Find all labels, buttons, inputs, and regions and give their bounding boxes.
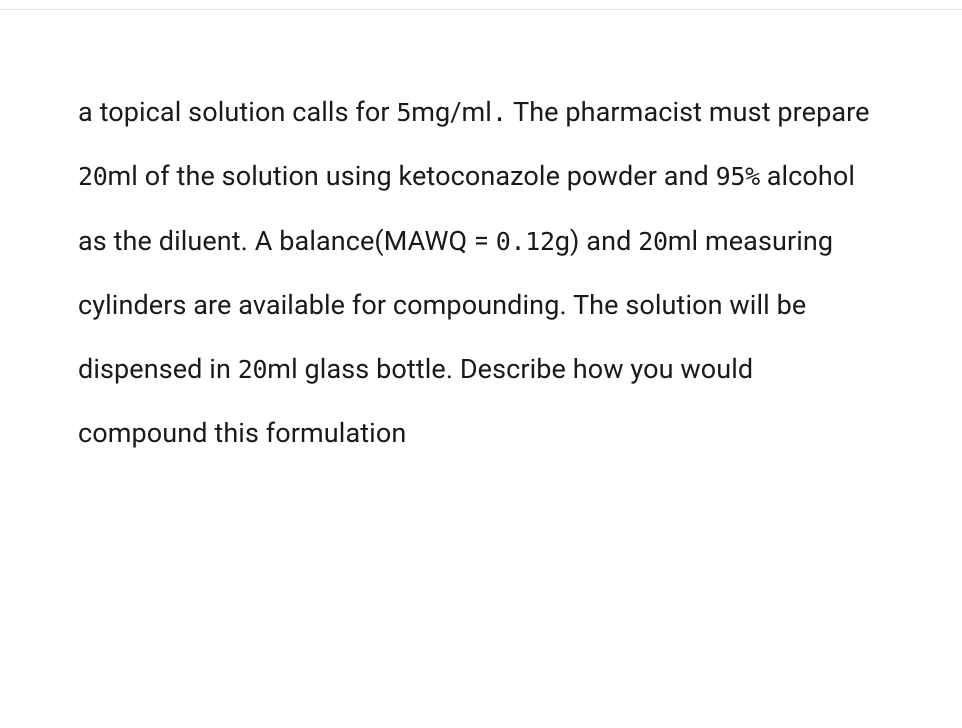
numeric-run: 20 bbox=[238, 355, 268, 384]
numeric-run: 20 bbox=[78, 162, 108, 191]
text-run: ml of the solution using ketoconazole po… bbox=[108, 160, 716, 192]
document-content: a topical solution calls for 5mg/ml. The… bbox=[78, 80, 884, 466]
text-run: a topical solution calls for bbox=[78, 96, 396, 128]
numeric-run: . bbox=[492, 98, 507, 127]
numeric-run: 20 bbox=[638, 227, 668, 256]
text-run: The pharmacist must prepare bbox=[507, 96, 870, 128]
numeric-run: 95% bbox=[716, 162, 760, 191]
top-border-rule bbox=[0, 9, 962, 10]
numeric-run: 5 bbox=[396, 98, 411, 127]
page: a topical solution calls for 5mg/ml. The… bbox=[0, 0, 962, 728]
numeric-run: 0.12 bbox=[496, 227, 555, 256]
question-paragraph: a topical solution calls for 5mg/ml. The… bbox=[78, 80, 884, 466]
text-run: mg/ml bbox=[411, 96, 492, 128]
text-run: g) and bbox=[555, 225, 638, 257]
